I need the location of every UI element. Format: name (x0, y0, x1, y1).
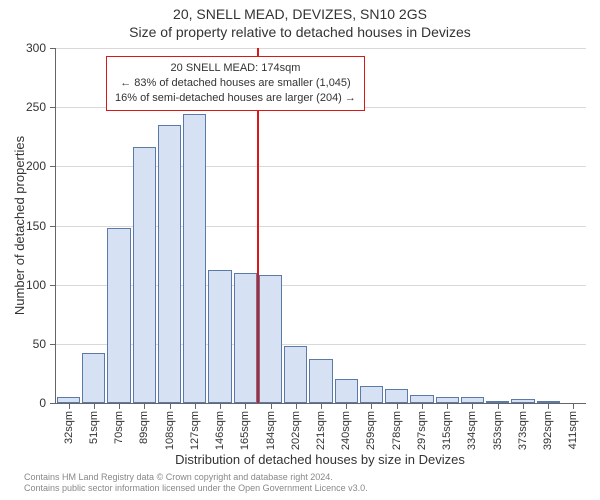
x-tick-label: 165sqm (239, 411, 251, 450)
histogram-bar (335, 379, 358, 403)
y-tick (50, 166, 56, 167)
x-tick (548, 403, 549, 409)
histogram-bar (234, 273, 257, 403)
x-tick (447, 403, 448, 409)
y-tick-label: 50 (33, 337, 46, 351)
histogram-bar (309, 359, 332, 403)
y-tick (50, 285, 56, 286)
x-tick-label: 221sqm (315, 411, 327, 450)
x-tick (245, 403, 246, 409)
y-tick-label: 0 (39, 396, 46, 410)
y-tick (50, 403, 56, 404)
x-tick (321, 403, 322, 409)
histogram-bar (158, 125, 181, 403)
x-axis-title: Distribution of detached houses by size … (55, 452, 585, 467)
x-tick (69, 403, 70, 409)
annotation-line: 20 SNELL MEAD: 174sqm (115, 61, 356, 76)
histogram-bar (208, 270, 231, 403)
histogram-bar (183, 114, 206, 403)
x-tick-label: 70sqm (113, 411, 125, 444)
grid-line (56, 48, 586, 49)
x-tick-label: 334sqm (466, 411, 478, 450)
y-tick-label: 250 (26, 100, 46, 114)
histogram-bar (259, 275, 282, 403)
x-tick-label: 392sqm (542, 411, 554, 450)
x-tick (498, 403, 499, 409)
x-tick-label: 315sqm (441, 411, 453, 450)
y-tick-label: 100 (26, 278, 46, 292)
x-tick-label: 411sqm (567, 411, 579, 449)
x-tick (220, 403, 221, 409)
x-tick-label: 108sqm (164, 411, 176, 450)
footer-line2: Contains public sector information licen… (24, 483, 368, 494)
x-tick (144, 403, 145, 409)
histogram-bar (133, 147, 156, 403)
address-title: 20, SNELL MEAD, DEVIZES, SN10 2GS (0, 6, 600, 22)
x-tick (422, 403, 423, 409)
x-tick-label: 51sqm (88, 411, 100, 444)
x-tick (573, 403, 574, 409)
x-tick (397, 403, 398, 409)
annotation-line: 16% of semi-detached houses are larger (… (115, 91, 356, 106)
x-tick (523, 403, 524, 409)
x-tick (346, 403, 347, 409)
x-tick-label: 89sqm (138, 411, 150, 444)
histogram-bar (385, 389, 408, 403)
x-tick (271, 403, 272, 409)
y-tick (50, 48, 56, 49)
x-tick (296, 403, 297, 409)
chart-area: 05010015020025030032sqm51sqm70sqm89sqm10… (55, 48, 585, 403)
y-tick (50, 344, 56, 345)
histogram-bar (284, 346, 307, 403)
histogram-bar (360, 386, 383, 403)
histogram-bar (410, 395, 433, 403)
x-tick-label: 259sqm (365, 411, 377, 450)
footer: Contains HM Land Registry data © Crown c… (24, 472, 368, 494)
x-tick-label: 353sqm (492, 411, 504, 450)
x-tick (472, 403, 473, 409)
x-tick-label: 127sqm (189, 411, 201, 450)
histogram-bar (107, 228, 130, 403)
x-tick (94, 403, 95, 409)
x-tick-label: 297sqm (416, 411, 428, 450)
x-tick (170, 403, 171, 409)
x-tick-label: 278sqm (391, 411, 403, 450)
x-tick (195, 403, 196, 409)
annotation-line: ← 83% of detached houses are smaller (1,… (115, 76, 356, 91)
y-tick-label: 200 (26, 159, 46, 173)
plot: 05010015020025030032sqm51sqm70sqm89sqm10… (55, 48, 586, 404)
y-tick (50, 226, 56, 227)
x-tick (119, 403, 120, 409)
x-tick-label: 373sqm (517, 411, 529, 450)
annotation-box: 20 SNELL MEAD: 174sqm← 83% of detached h… (106, 56, 365, 111)
footer-line1: Contains HM Land Registry data © Crown c… (24, 472, 368, 483)
x-tick (371, 403, 372, 409)
y-tick-label: 150 (26, 219, 46, 233)
y-tick-label: 300 (26, 41, 46, 55)
histogram-bar (82, 353, 105, 403)
y-tick (50, 107, 56, 108)
x-tick-label: 202sqm (290, 411, 302, 450)
x-tick-label: 240sqm (340, 411, 352, 450)
x-tick-label: 184sqm (265, 411, 277, 450)
x-tick-label: 146sqm (214, 411, 226, 450)
x-tick-label: 32sqm (63, 411, 75, 444)
subtitle: Size of property relative to detached ho… (0, 24, 600, 40)
